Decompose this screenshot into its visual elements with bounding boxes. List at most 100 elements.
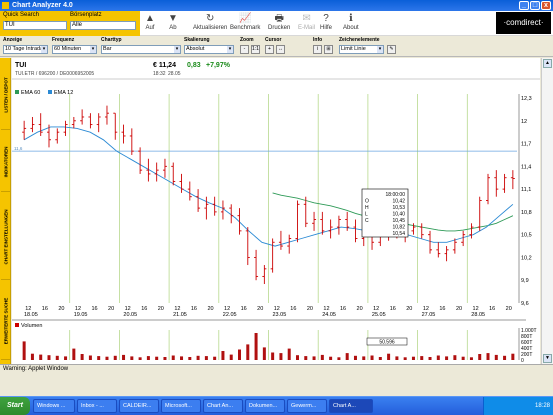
ab-icon: ▼: [168, 13, 178, 24]
tooltip-line: 10,42: [392, 199, 405, 205]
quick-search-label: Quick Search: [3, 12, 40, 18]
volume-bar: [469, 357, 473, 360]
ohlc-bar: [71, 116, 76, 129]
x-hour-label: 20: [506, 306, 512, 312]
ema60-legend-label: EMA 60: [21, 90, 40, 96]
volume-bar: [486, 353, 490, 360]
windows-taskbar: Start Windows ... Inbox - ... CALDEIR...…: [0, 396, 553, 415]
volume-bar: [64, 356, 68, 360]
stock-price: € 11,24: [153, 62, 176, 69]
x-hour-label: 16: [191, 306, 197, 312]
taskbar-item-6[interactable]: Gewerm...: [287, 399, 327, 413]
scroll-up-button[interactable]: ▲: [543, 59, 552, 68]
volume-axis-label: 800T: [521, 334, 532, 340]
taskbar-item-0[interactable]: Windows ...: [33, 399, 75, 413]
volume-axis-label: 600T: [521, 340, 532, 346]
x-hour-label: 12: [75, 306, 81, 312]
ohlc-bar: [278, 230, 283, 250]
volume-bar: [320, 354, 324, 360]
quick-search-input[interactable]: TUI: [3, 21, 67, 30]
control-bar: Anzeige 10 Tage Intraday Frequenz 60 Min…: [0, 36, 553, 57]
stock-identifiers: TUI.ETR / 696200 / DE0006952005: [15, 71, 94, 77]
x-hour-label: 12: [423, 306, 429, 312]
about-icon: ℹ: [348, 13, 353, 24]
cursor-crosshair-button[interactable]: +: [265, 45, 274, 54]
volume-bar: [155, 356, 159, 360]
app-icon: [2, 2, 9, 9]
skalierung-select[interactable]: Absolut: [184, 45, 234, 54]
volume-bar: [378, 357, 382, 360]
ohlc-bar: [411, 223, 416, 235]
info-table-button[interactable]: ⊞: [324, 45, 333, 54]
taskbar-item-4[interactable]: Chart An...: [203, 399, 243, 413]
toolbar-refresh-button[interactable]: ↻ Aktualisieren: [193, 13, 227, 31]
zoom-label: Zoom: [240, 37, 254, 43]
volume-bar: [478, 354, 482, 360]
toolbar-benchmark-label: Benchmark: [230, 25, 261, 31]
sidebar: LISTEN / DEPOT INDIKATOREN CHART EINSTEL…: [0, 58, 11, 364]
volume-bar: [188, 357, 192, 360]
x-date-label: 23.05: [273, 312, 287, 318]
volume-bar: [254, 333, 258, 360]
close-button[interactable]: x: [541, 1, 551, 10]
volume-axis-label: 0: [521, 358, 524, 364]
taskbar-item-2[interactable]: CALDEIR...: [119, 399, 159, 413]
toolbar-auf-button[interactable]: ▲ Auf: [145, 13, 155, 31]
minimize-button[interactable]: _: [519, 1, 529, 10]
anzeige-select[interactable]: 10 Tage Intraday: [3, 45, 48, 54]
toolbar-ab-button[interactable]: ▼ Ab: [168, 13, 178, 31]
volume-bar: [146, 356, 150, 360]
taskbar-item-5[interactable]: Dokumen...: [245, 399, 285, 413]
zoom-out-button[interactable]: -: [240, 45, 249, 54]
stock-time: 18:32: [153, 71, 166, 77]
toolbar-help-button[interactable]: ? Hilfe: [320, 13, 332, 31]
sidebar-tab-chart-einstellungen[interactable]: CHART EINSTELLUNGEN: [1, 194, 10, 280]
volume-bar: [262, 347, 266, 360]
zoom-reset-button[interactable]: 1:1: [251, 45, 260, 54]
ohlc-bar: [113, 112, 118, 140]
ohlc-bar: [428, 230, 433, 254]
charttyp-select[interactable]: Bar: [101, 45, 181, 54]
price-chart[interactable]: TUI TUI.ETR / 696200 / DE0006952005 € 11…: [12, 58, 540, 364]
maximize-button[interactable]: □: [530, 1, 540, 10]
sidebar-tab-indikatoren[interactable]: INDIKATOREN: [1, 132, 10, 192]
chart-area[interactable]: TUI TUI.ETR / 696200 / DE0006952005 € 11…: [12, 58, 540, 364]
toolbar-email-button[interactable]: ✉ E-Mail: [298, 13, 315, 31]
volume-bar: [221, 351, 225, 360]
ohlc-bar: [179, 173, 184, 193]
ohlc-bar: [444, 246, 449, 262]
limit-line-label: 11,6: [14, 146, 23, 151]
ohlc-bar: [419, 223, 424, 239]
x-date-label: 20.05: [123, 312, 137, 318]
x-hour-label: 20: [207, 306, 213, 312]
zeichenelemente-select[interactable]: Limit Linie: [339, 45, 384, 54]
frequenz-select[interactable]: 60 Minuten: [52, 45, 97, 54]
taskbar-item-7[interactable]: Chart A...: [329, 399, 373, 413]
exchange-select[interactable]: Alle: [70, 21, 136, 30]
toolbar-print-button[interactable]: 🖶 Drucken: [268, 13, 290, 31]
ohlc-bar: [162, 158, 167, 178]
ohlc-bar: [312, 211, 317, 231]
start-button[interactable]: Start: [0, 397, 30, 415]
sidebar-tab-listen-depot[interactable]: LISTEN / DEPOT: [1, 60, 10, 130]
toolbar-about-button[interactable]: ℹ About: [343, 13, 359, 31]
volume-value: 50.596: [379, 340, 395, 346]
toolbar-benchmark-button[interactable]: 📈 Benchmark: [230, 13, 260, 31]
x-date-label: 18.05: [24, 312, 38, 318]
info-button[interactable]: i: [313, 45, 322, 54]
volume-bar: [22, 341, 26, 360]
volume-bar: [436, 355, 440, 360]
cursor-pan-button[interactable]: ↔: [276, 45, 285, 54]
ohlc-bar: [171, 162, 176, 186]
volume-bar: [97, 356, 101, 360]
sidebar-tab-erweiterte-suche[interactable]: ERWEITERTE SUCHE: [1, 282, 10, 360]
vertical-scrollbar[interactable]: ▲ ▼: [541, 58, 553, 364]
volume-axis-label: 1.000T: [521, 328, 537, 334]
x-hour-label: 20: [307, 306, 313, 312]
taskbar-item-3[interactable]: Microsoft...: [161, 399, 201, 413]
top-toolbar: Quick Search Börsenplatz TUI Alle ▲ Auf ▼ A…: [0, 11, 553, 36]
taskbar-item-1[interactable]: Inbox - ...: [77, 399, 117, 413]
volume-bar: [113, 355, 117, 360]
scroll-down-button[interactable]: ▼: [543, 354, 552, 363]
pencil-icon[interactable]: ✎: [387, 45, 396, 54]
